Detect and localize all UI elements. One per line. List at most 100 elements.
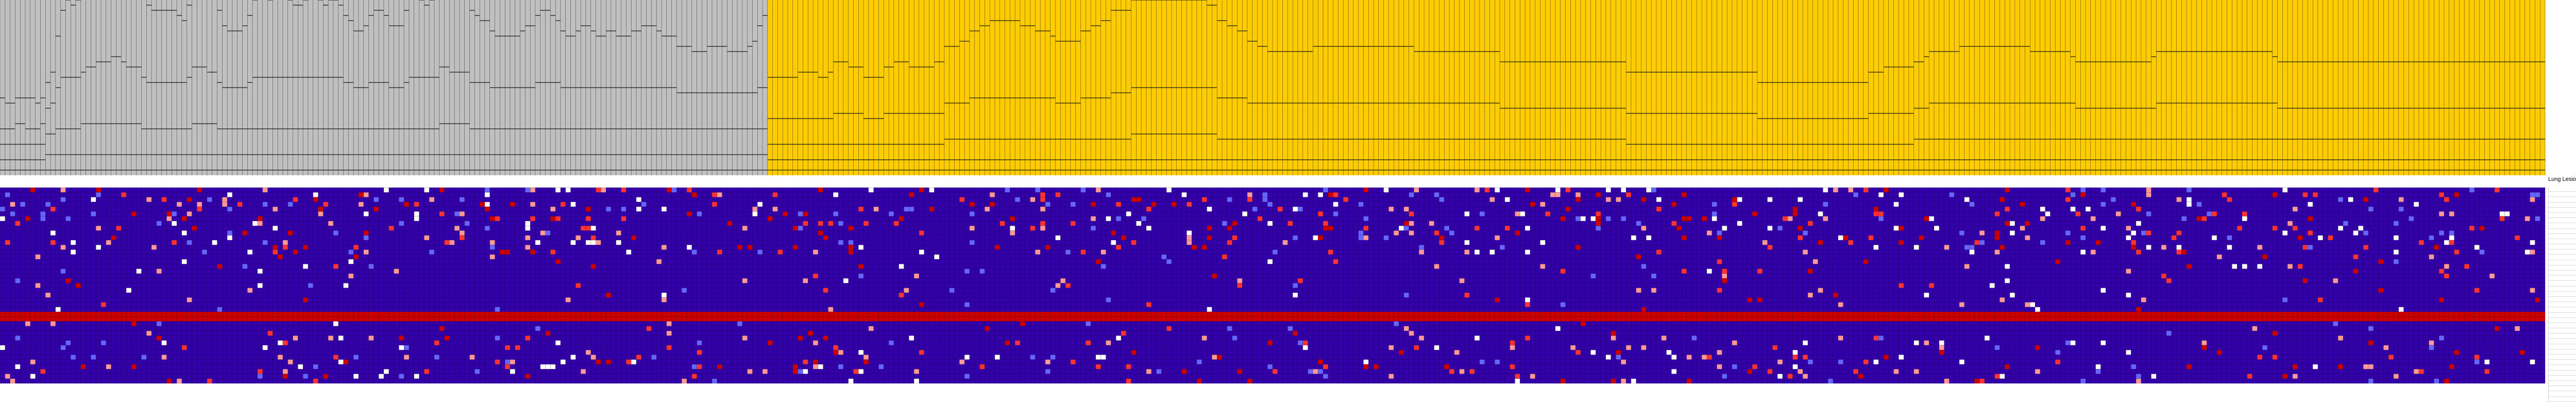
heatmap-cell — [2201, 216, 2207, 221]
heatmap-cell — [570, 202, 576, 207]
heatmap-cell — [177, 378, 182, 383]
heatmap-cell — [287, 202, 293, 207]
heatmap-cell — [1641, 345, 1647, 350]
heatmap-cell — [1065, 283, 1071, 288]
heatmap-cell — [616, 240, 621, 245]
heatmap-cell — [65, 278, 71, 283]
heatmap-cell — [1651, 288, 1656, 293]
heatmap-cell — [823, 235, 828, 240]
heatmap-cell — [2530, 288, 2535, 293]
heatmap-cell — [1484, 188, 1490, 193]
heatmap-cell — [767, 340, 773, 345]
heatmap-cell — [2368, 340, 2374, 345]
heatmap-row-label — [2548, 228, 2576, 234]
heatmap-cell — [2489, 273, 2495, 279]
heatmap-cell — [2187, 197, 2192, 202]
heatmap-cell — [1318, 359, 1324, 364]
heatmap-cell — [101, 340, 106, 345]
heatmap-cell — [979, 364, 985, 370]
heatmap-cell — [40, 211, 46, 216]
heatmap-cell — [1787, 374, 1793, 379]
heatmap-cell — [1262, 192, 1268, 197]
heatmap-cell — [2297, 264, 2303, 269]
heatmap-cell — [646, 326, 652, 331]
heatmap-cell — [141, 355, 147, 360]
heatmap-cell — [1969, 249, 1975, 255]
heatmap-cell — [1621, 378, 1626, 383]
heatmap-cell — [1838, 336, 1843, 341]
heatmap-cell — [197, 188, 202, 193]
heatmap-cell — [1121, 235, 1126, 240]
heatmap-cell — [96, 226, 101, 231]
heatmap-cell — [636, 355, 641, 360]
heatmap-cell — [1217, 355, 1222, 360]
heatmap-cell — [278, 340, 283, 345]
heatmap-cell — [1752, 364, 1757, 370]
heatmap-cell — [1080, 249, 1086, 255]
heatmap-cell — [1116, 336, 1121, 341]
heatmap-cell — [838, 364, 843, 370]
heatmap-cell — [783, 211, 788, 216]
heatmap-cell — [606, 359, 611, 364]
heatmap-cell — [550, 364, 556, 370]
heatmap-cell — [1803, 340, 1808, 345]
heatmap-cell — [333, 355, 338, 360]
heatmap-cell — [1747, 297, 1753, 303]
heatmap-cell — [303, 245, 308, 250]
heatmap-cell — [919, 188, 924, 193]
heatmap-cell — [298, 364, 303, 370]
heatmap-cell — [1838, 359, 1843, 364]
heatmap-cell — [217, 307, 223, 312]
heatmap-row-label — [2548, 307, 2576, 313]
heatmap-cell — [545, 331, 551, 336]
heatmap-cell — [1989, 283, 1995, 288]
heatmap-cell — [691, 364, 697, 370]
heatmap-cell — [1681, 192, 1687, 197]
heatmap-cell — [1515, 378, 1520, 383]
heatmap-cell — [1868, 235, 1874, 240]
heatmap-cell — [343, 283, 349, 288]
heatmap-row-label — [2548, 207, 2576, 213]
heatmap-cell — [666, 331, 672, 336]
heatmap-cell — [691, 192, 697, 197]
heatmap-cell — [1055, 283, 1061, 288]
heatmap-cell — [333, 230, 338, 236]
heatmap-cell — [662, 292, 667, 298]
heatmap-cell — [1328, 226, 1333, 231]
heatmap-cell — [1792, 207, 1798, 212]
heatmap-cell — [833, 192, 839, 197]
heatmap-cell — [1065, 249, 1071, 255]
heatmap-cell — [1333, 192, 1338, 197]
heatmap-cell — [1818, 240, 1823, 245]
heatmap-cell — [1489, 197, 1495, 202]
heatmap-cell — [555, 340, 561, 345]
heatmap-cell — [560, 202, 566, 207]
heatmap-row-label — [2548, 344, 2576, 349]
heatmap-cell — [0, 216, 5, 221]
heatmap-cell — [1201, 245, 1207, 250]
heatmap-cell — [1525, 336, 1530, 341]
heatmap-cell — [1293, 207, 1298, 212]
heatmap-cell — [1116, 216, 1121, 221]
heatmap-cell — [45, 202, 51, 207]
heatmap-cell — [525, 235, 531, 240]
heatmap-cell — [1100, 355, 1106, 360]
heatmap-cell — [388, 226, 394, 231]
heatmap-cell — [2449, 364, 2454, 370]
heatmap-cell — [2429, 345, 2434, 350]
heatmap-cell — [1833, 292, 1838, 298]
heatmap-cell — [1141, 216, 1146, 221]
heatmap-cell — [1020, 321, 1025, 326]
heatmap-cell — [1944, 378, 1950, 383]
heatmap-cell — [414, 211, 419, 216]
heatmap-cell — [2409, 216, 2414, 221]
heatmap-cell — [949, 288, 955, 293]
heatmap-cell — [1681, 235, 1687, 240]
heatmap-cell — [2338, 226, 2343, 231]
heatmap-cell — [1403, 326, 1409, 331]
heatmap-cell — [338, 359, 344, 364]
heatmap-cell — [257, 221, 263, 226]
heatmap-cell — [348, 249, 354, 255]
heatmap-cell — [2262, 254, 2267, 260]
heatmap-cell — [1636, 254, 1641, 260]
